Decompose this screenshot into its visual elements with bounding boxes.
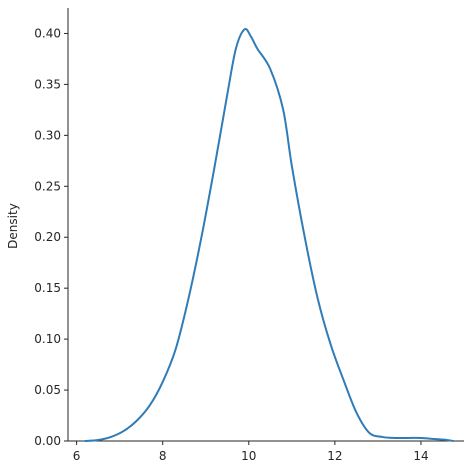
y-tick-label: 0.10 (34, 332, 61, 346)
axes (67, 8, 464, 442)
y-tick-label: 0.30 (34, 128, 61, 142)
x-tick-label: 14 (413, 449, 428, 463)
y-axis-label: Density (6, 203, 20, 249)
y-tick-label: 0.15 (34, 281, 61, 295)
y-tick-label: 0.25 (34, 179, 61, 193)
y-tick-label: 0.20 (34, 230, 61, 244)
x-tick-label: 10 (241, 449, 256, 463)
y-ticks: 0.00 0.05 0.10 0.15 0.20 0.25 0.30 0.35 0.40 (34, 26, 68, 448)
density-curve (84, 27, 455, 442)
x-tick-label: 12 (327, 449, 342, 463)
y-tick-label: 0.40 (34, 26, 61, 40)
x-tick-label: 6 (73, 449, 81, 463)
y-tick-label: 0.35 (34, 77, 61, 91)
y-tick-label: 0.00 (34, 434, 61, 448)
y-tick-label: 0.05 (34, 383, 61, 397)
series (84, 27, 455, 442)
x-ticks: 6 8 10 12 14 (73, 441, 429, 463)
x-tick-label: 8 (159, 449, 167, 463)
